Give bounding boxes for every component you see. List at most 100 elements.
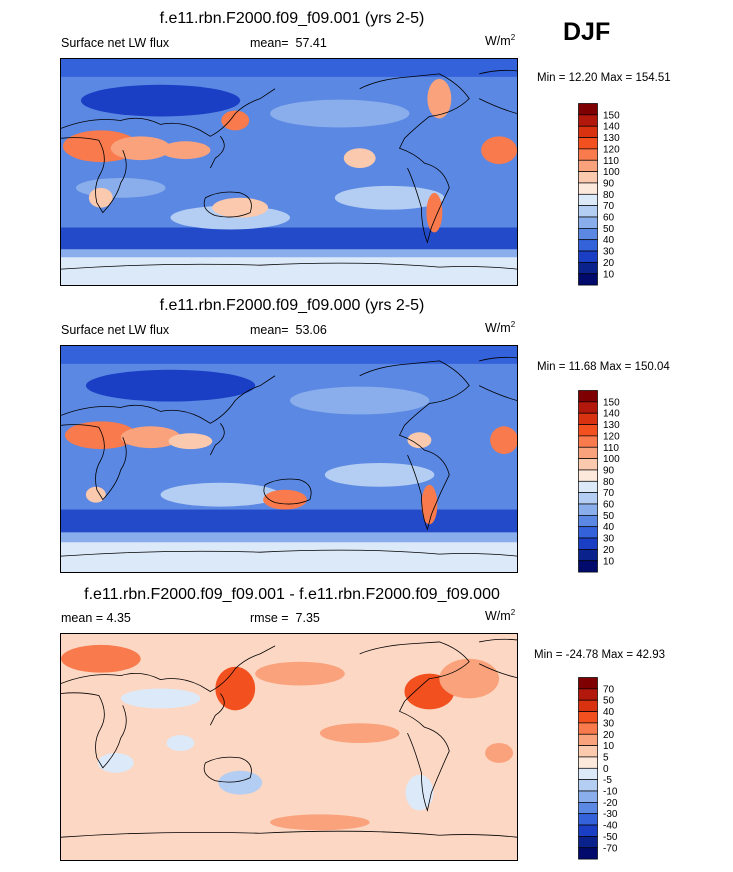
legend-tick-label: 10 — [603, 269, 615, 280]
panel-2-minmax: Min = 11.68 Max = 150.04 — [537, 361, 670, 373]
legend-tick-label: 90 — [603, 178, 615, 189]
legend-tick-label: 130 — [603, 133, 620, 144]
legend-tick-label: 110 — [603, 443, 619, 454]
legend-swatch — [578, 503, 598, 516]
legend-tick-label: -20 — [603, 798, 618, 809]
legend-swatch — [578, 847, 598, 860]
panel-1-variable-label: Surface net LW flux — [61, 36, 170, 50]
legend-swatch — [578, 227, 598, 241]
legend-tick-label: 140 — [603, 122, 620, 133]
panel-1-mean: mean= 57.41 — [250, 36, 327, 50]
legend-swatch — [578, 813, 598, 826]
legend-swatch — [578, 148, 598, 161]
legend-swatch — [578, 424, 598, 437]
legend-swatch — [578, 537, 598, 550]
panel-2-variable-label: Surface net LW flux — [61, 323, 170, 337]
panel-2-units: W/m2 — [485, 320, 516, 336]
legend-swatch — [578, 469, 598, 482]
legend-swatch — [578, 699, 598, 712]
legend-swatch — [578, 412, 598, 425]
panel-3-legend: 70 50 40 30 20 10 5 0 -5 -10 -20 -30 -40 -50 -70 — [578, 677, 638, 861]
legend-swatch — [578, 216, 598, 229]
legend-tick-label: 120 — [603, 431, 620, 442]
legend-tick-label: 110 — [603, 156, 619, 167]
legend-tick-label: 150 — [603, 397, 620, 408]
legend-swatch — [578, 677, 598, 690]
legend-tick-label: 80 — [603, 190, 615, 201]
legend-tick-label: 70 — [603, 684, 615, 695]
legend-swatch — [578, 239, 598, 252]
legend-tick-label: 140 — [603, 409, 620, 420]
legend-tick-label: 20 — [603, 258, 615, 269]
panel-3-units: W/m2 — [485, 608, 516, 624]
legend-tick-label: 40 — [603, 707, 615, 718]
legend-swatch — [578, 103, 598, 116]
legend-tick-label: 60 — [603, 213, 615, 224]
legend-swatch — [578, 526, 598, 539]
legend-tick-label: 150 — [603, 110, 620, 121]
panel-1-legend: 150 140 130 120 110 100 90 80 70 60 50 40 30 20 10 — [578, 103, 638, 287]
legend-tick-label: 60 — [603, 500, 615, 511]
legend-tick-label: -10 — [603, 787, 618, 798]
legend-tick-label: 20 — [603, 730, 615, 741]
legend-swatch — [578, 125, 598, 138]
panel-1-title: f.e11.rbn.F2000.f09_f09.001 (yrs 2-5) — [159, 10, 425, 27]
legend-swatch — [578, 262, 598, 275]
legend-tick-label: 120 — [603, 144, 620, 155]
legend-swatch — [578, 205, 598, 218]
legend-swatch — [578, 250, 598, 263]
legend-tick-label: 40 — [603, 235, 615, 246]
legend-swatch — [578, 722, 598, 735]
panel-1-minmax: Min = 12.20 Max = 154.51 — [537, 72, 671, 84]
legend-swatch — [578, 779, 598, 792]
legend-swatch — [578, 182, 598, 195]
legend-swatch — [578, 560, 598, 573]
legend-tick-label: -5 — [603, 775, 612, 786]
legend-swatch — [578, 801, 598, 815]
legend-swatch — [578, 390, 598, 403]
legend-tick-label: -70 — [603, 843, 618, 854]
legend-tick-label: 30 — [603, 247, 615, 258]
panel-2-map — [60, 345, 518, 573]
legend-tick-label: 20 — [603, 545, 615, 556]
legend-tick-label: 90 — [603, 465, 615, 476]
legend-swatch — [578, 273, 598, 286]
legend-swatch — [578, 446, 598, 459]
panel-3-minmax: Min = -24.78 Max = 42.93 — [534, 649, 666, 661]
legend-swatch — [578, 514, 598, 528]
panel-1-map — [60, 58, 518, 286]
legend-swatch — [578, 824, 598, 837]
legend-tick-label: 5 — [603, 752, 609, 763]
legend-tick-label: -40 — [603, 821, 618, 832]
legend-swatch — [578, 401, 598, 414]
legend-swatch — [578, 435, 598, 448]
legend-tick-label: 30 — [603, 534, 615, 545]
legend-tick-label: 70 — [603, 488, 615, 499]
legend-tick-label: 10 — [603, 741, 615, 752]
legend-swatch — [578, 767, 598, 781]
legend-swatch — [578, 492, 598, 505]
legend-swatch — [578, 114, 598, 127]
legend-swatch — [578, 159, 598, 172]
legend-swatch — [578, 458, 598, 471]
legend-tick-label: 50 — [603, 511, 615, 522]
season-label: DJF — [563, 18, 611, 46]
legend-swatch — [578, 193, 598, 207]
legend-swatch — [578, 137, 598, 150]
legend-tick-label: 10 — [603, 556, 615, 567]
legend-swatch — [578, 711, 598, 724]
legend-tick-label: 40 — [603, 522, 615, 533]
legend-swatch — [578, 745, 598, 758]
legend-tick-label: 80 — [603, 477, 615, 488]
legend-swatch — [578, 480, 598, 494]
legend-tick-label: -30 — [603, 809, 618, 820]
legend-swatch — [578, 549, 598, 562]
legend-tick-label: 100 — [603, 454, 620, 465]
legend-tick-label: 100 — [603, 167, 620, 178]
legend-swatch — [578, 790, 598, 803]
panel-2-mean: mean= 53.06 — [250, 323, 327, 337]
panel-2-legend: 150 140 130 120 110 100 90 80 70 60 50 40 30 20 10 — [578, 390, 638, 574]
